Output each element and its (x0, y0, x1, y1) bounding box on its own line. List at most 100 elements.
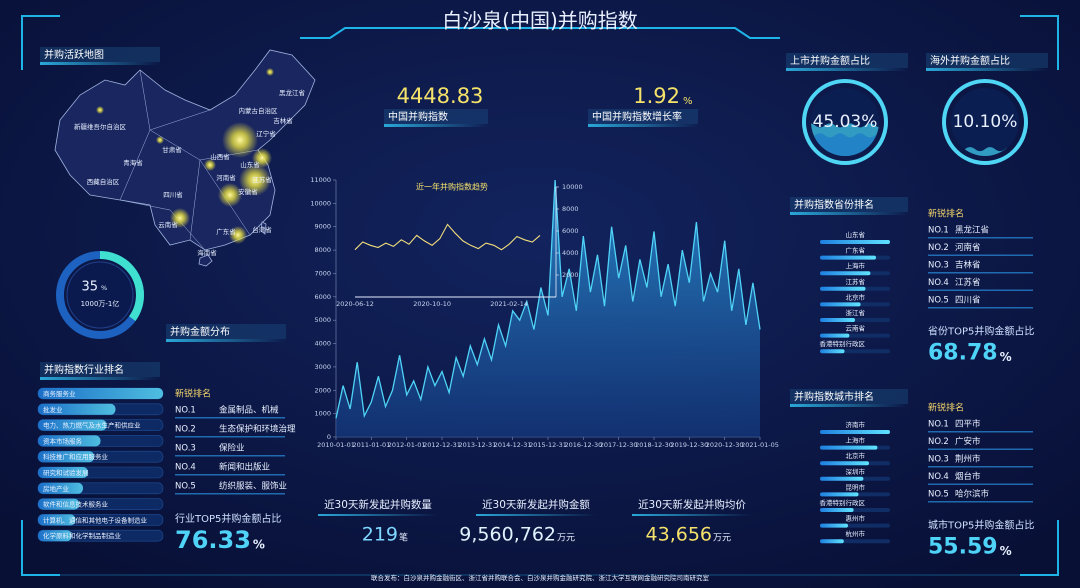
rank-name: 化学原料和化学制品制造业 (43, 531, 122, 540)
header-bg (926, 53, 1048, 68)
inset-line (354, 223, 541, 251)
rank-bar (38, 403, 116, 415)
stat-underline (632, 514, 752, 516)
ring-inner (66, 261, 134, 329)
header-bg (40, 47, 160, 62)
map-label: 西藏自治区 (87, 177, 120, 186)
header-bar (790, 212, 908, 215)
map-label: 河南省 (216, 173, 236, 182)
y-tick-label: 11000 (310, 176, 331, 184)
new-name: 保险业 (219, 443, 245, 454)
rank-bar (820, 349, 845, 354)
new-name: 荆州市 (955, 454, 981, 465)
map-label: 四川省 (163, 190, 183, 199)
rank-bar (820, 508, 854, 512)
gauge-bg (951, 88, 1019, 156)
new-rank: NO.4 (175, 463, 196, 473)
y-tick-label: 6000 (314, 293, 331, 301)
new-rank: NO.1 (928, 226, 949, 236)
x-tick-label: 2020-12-30 (706, 441, 744, 449)
new-underline (928, 431, 1033, 433)
rank-name: 广东省 (846, 246, 866, 255)
y-tick-label: 7000 (314, 269, 331, 277)
new-title: 新锐排名 (928, 402, 964, 414)
map-label: 新疆维吾尔自治区 (74, 122, 127, 131)
rank-bar (38, 388, 163, 399)
panel-header: 中国并购指数增长率 (592, 110, 682, 123)
map-label: 青海省 (123, 158, 143, 167)
share-value: 76.33 (175, 526, 251, 554)
new-name: 烟台市 (955, 471, 981, 482)
x-tick-label: 2010-01-01 (317, 441, 355, 449)
header-bar (790, 404, 908, 407)
share-value: 68.78 (928, 341, 998, 366)
y-tick-label: 0 (327, 433, 331, 441)
x-tick-label: 2012-12-31 (423, 441, 461, 449)
y-tick-label: 3000 (314, 363, 331, 371)
rank-name: 上海市 (846, 436, 866, 445)
rank-name: 杭州市 (846, 529, 866, 538)
y-tick-label: 5000 (314, 316, 331, 324)
share-value: 55.59 (928, 535, 998, 560)
rank-name: 北京市 (846, 292, 866, 301)
rank-bar (820, 318, 855, 322)
header-bar (166, 339, 286, 342)
map-label: 吉林省 (273, 116, 293, 125)
new-rank: NO.3 (928, 261, 949, 271)
x-tick-label: 2017-12-30 (600, 441, 638, 449)
header-bar (588, 124, 698, 127)
panel-header: 并购指数行业排名 (44, 363, 124, 376)
new-underline (928, 483, 1033, 485)
rank-bar (820, 430, 890, 434)
new-rank: NO.2 (175, 425, 196, 435)
inset-y-tick-label: 8000 (562, 205, 579, 213)
rank-name: 江苏省 (846, 277, 866, 286)
panel-header: 海外并购金额占比 (930, 54, 1010, 67)
rank-bar (820, 476, 864, 481)
stat-unit: 万元 (713, 534, 731, 544)
rank-bar (820, 240, 890, 244)
ring-value (56, 251, 144, 339)
header-bg (384, 109, 488, 124)
ring-range: 1000万-1亿 (81, 299, 120, 308)
map-label: 黑龙江省 (279, 88, 306, 97)
new-name: 新闻和出版业 (219, 462, 270, 473)
gauge-ring (802, 79, 888, 165)
stat-label: 近30天新发起并购均价 (638, 498, 746, 511)
stat-label: 近30天新发起并购金额 (482, 498, 590, 511)
new-name: 吉林省 (955, 260, 981, 271)
header-bg (790, 197, 908, 212)
panel-header: 并购指数城市排名 (794, 390, 874, 403)
rank-bar (38, 435, 101, 447)
rank-bar (38, 482, 83, 494)
y-tick-label: 4000 (314, 340, 331, 348)
new-rank: NO.5 (928, 490, 949, 500)
inset-y-tick-label: 2000 (562, 271, 579, 279)
new-underline (928, 272, 1033, 274)
new-underline (175, 436, 285, 438)
new-name: 纺织服装、服饰业 (219, 481, 287, 492)
new-name: 四川省 (955, 295, 981, 306)
new-name: 河南省 (955, 242, 981, 253)
new-rank: NO.4 (928, 278, 949, 288)
new-name: 广安市 (955, 436, 981, 447)
header-bar (384, 124, 488, 127)
new-rank: NO.5 (175, 482, 196, 492)
x-tick-label: 2013-12-31 (458, 441, 496, 449)
rank-bar (820, 271, 871, 276)
rank-bar (38, 514, 76, 526)
new-name: 四平市 (955, 419, 981, 430)
inset-y-tick-label: 10000 (562, 183, 583, 191)
rank-bar (38, 451, 95, 463)
rank-bar (820, 492, 859, 497)
new-rank: NO.1 (928, 420, 949, 430)
new-rank: NO.5 (928, 296, 949, 306)
index-value: 4448.83 (397, 84, 484, 108)
y-tick-label: 9000 (314, 223, 331, 231)
x-tick-label: 2012-01-01 (388, 441, 426, 449)
rank-name: 批发业 (43, 405, 63, 414)
ring-unit: % (101, 284, 107, 292)
ring-value-label: 35 (81, 280, 98, 295)
panel-header: 上市并购金额占比 (790, 54, 870, 67)
